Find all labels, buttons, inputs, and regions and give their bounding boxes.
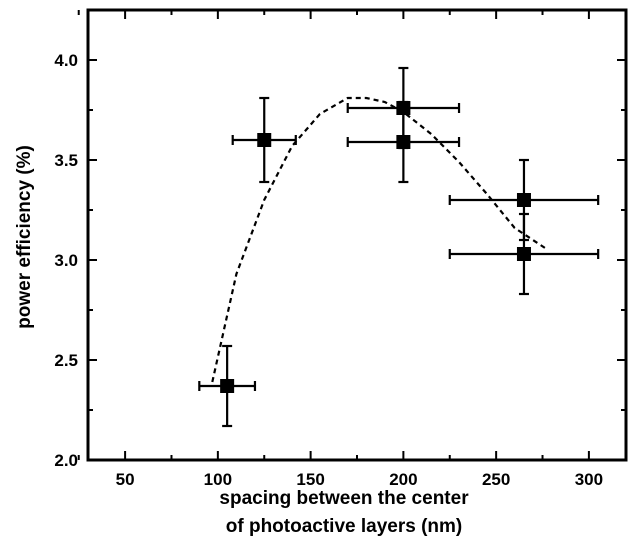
y-tick-label: 3.0 [54, 251, 78, 270]
y-axis-ticks: 2.0 2.5 3.0 3.5 4.0 [54, 51, 626, 470]
data-point [220, 379, 235, 393]
y-axis-label: power efficiency (%) [14, 145, 35, 329]
y-tick-label: 2.5 [54, 351, 78, 370]
x-tick-label: 200 [389, 470, 417, 489]
x-tick-label: 150 [296, 470, 324, 489]
y-tick-label: 3.5 [54, 151, 78, 170]
data-point [396, 135, 411, 149]
y-tick-label: 4.0 [54, 51, 78, 70]
x-tick-label: 300 [575, 470, 603, 489]
x-tick-label: 100 [204, 470, 232, 489]
data-points-layer [198, 66, 600, 428]
x-tick-label: 250 [482, 470, 510, 489]
data-point [516, 193, 531, 207]
x-tick-label: 50 [116, 470, 135, 489]
y-tick-label: 2.0 [54, 451, 78, 470]
fit-curve-layer [211, 96, 549, 383]
x-axis-label: spacing between the center [219, 488, 469, 509]
data-point [257, 133, 272, 147]
plot-frame [86, 8, 628, 462]
x-axis-label-line2: of photoactive layers (nm) [226, 516, 463, 537]
data-point [516, 247, 531, 261]
fit-curve [211, 96, 549, 383]
